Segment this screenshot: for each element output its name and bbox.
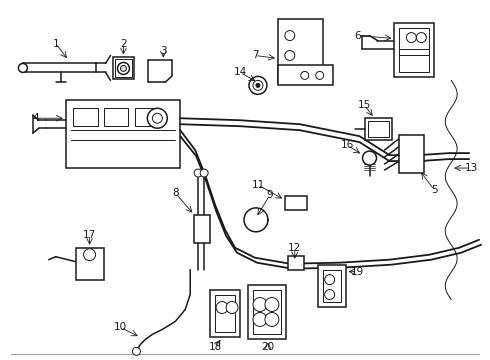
Circle shape: [285, 31, 295, 41]
Text: 10: 10: [114, 323, 127, 332]
Bar: [278, 19, 323, 84]
Bar: [253, 289, 281, 334]
Bar: [399, 135, 424, 173]
Bar: [210, 289, 240, 337]
Circle shape: [249, 76, 267, 94]
Text: 16: 16: [341, 140, 354, 150]
Text: 7: 7: [252, 50, 258, 60]
Bar: [394, 23, 434, 77]
Circle shape: [265, 312, 279, 327]
Circle shape: [363, 151, 376, 165]
Text: 6: 6: [354, 31, 361, 41]
Bar: [135, 108, 155, 126]
Circle shape: [147, 108, 167, 128]
Bar: [73, 108, 98, 126]
Circle shape: [285, 50, 295, 60]
Bar: [288, 256, 304, 270]
Text: 5: 5: [431, 185, 438, 195]
Circle shape: [301, 71, 309, 80]
Text: 11: 11: [251, 180, 265, 190]
Circle shape: [84, 249, 96, 261]
Text: 8: 8: [172, 188, 178, 198]
Circle shape: [152, 113, 162, 123]
Circle shape: [253, 298, 267, 311]
Circle shape: [226, 302, 238, 314]
Bar: [66, 100, 180, 168]
Bar: [368, 121, 390, 137]
Text: 1: 1: [52, 39, 59, 49]
Circle shape: [200, 169, 208, 177]
Circle shape: [316, 71, 324, 80]
Circle shape: [19, 63, 27, 72]
Text: 13: 13: [465, 163, 478, 173]
Bar: [75, 248, 103, 280]
Bar: [115, 59, 132, 77]
Text: 9: 9: [267, 190, 273, 200]
Bar: [399, 28, 429, 72]
Circle shape: [265, 298, 279, 311]
Circle shape: [132, 347, 141, 355]
Bar: [194, 215, 210, 243]
Circle shape: [118, 62, 129, 75]
Bar: [113, 58, 134, 80]
Text: 19: 19: [351, 267, 364, 276]
Circle shape: [121, 66, 126, 71]
Bar: [285, 196, 307, 210]
Bar: [323, 270, 341, 302]
Text: 18: 18: [208, 342, 222, 352]
Circle shape: [253, 312, 267, 327]
Text: 4: 4: [32, 113, 39, 123]
Bar: [365, 118, 392, 140]
Text: 3: 3: [160, 45, 167, 55]
Bar: [318, 265, 345, 306]
Circle shape: [253, 80, 263, 90]
Bar: [278, 66, 333, 85]
Circle shape: [216, 302, 228, 314]
Circle shape: [256, 84, 260, 87]
Bar: [103, 108, 128, 126]
Text: 20: 20: [261, 342, 274, 352]
Text: 2: 2: [120, 39, 127, 49]
Circle shape: [194, 169, 202, 177]
Circle shape: [325, 289, 335, 300]
Circle shape: [406, 32, 416, 42]
Bar: [248, 285, 286, 339]
Text: 14: 14: [233, 67, 246, 77]
Circle shape: [325, 275, 335, 285]
Text: 12: 12: [288, 243, 301, 253]
Text: 15: 15: [358, 100, 371, 110]
Text: 17: 17: [83, 230, 96, 240]
Bar: [215, 294, 235, 332]
Circle shape: [416, 32, 426, 42]
